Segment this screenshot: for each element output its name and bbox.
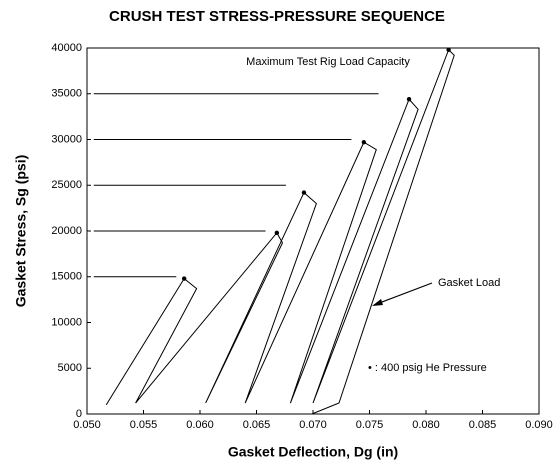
annotation: Gasket Load (438, 277, 500, 289)
y-axis-label: Gasket Stress, Sg (psi) (13, 155, 29, 308)
annotation-arrowhead (372, 299, 383, 306)
annotation: • : 400 psig He Pressure (368, 362, 487, 374)
y-tick-label: 30000 (51, 133, 82, 145)
y-tick-label: 15000 (51, 271, 82, 283)
x-tick-label: 0.085 (469, 419, 497, 431)
x-tick-label: 0.065 (243, 419, 271, 431)
x-axis-label: Gasket Deflection, Dg (in) (228, 444, 398, 460)
x-tick-label: 0.055 (130, 419, 158, 431)
x-tick-label: 0.070 (299, 419, 327, 431)
pressure-point (361, 140, 367, 145)
chart-title: CRUSH TEST STRESS-PRESSURE SEQUENCE (109, 8, 445, 25)
pressure-point (446, 47, 451, 53)
x-tick-label: 0.050 (73, 419, 101, 431)
pressure-point (181, 276, 187, 281)
x-tick-label: 0.080 (412, 419, 440, 431)
y-tick-label: 20000 (51, 225, 82, 237)
y-tick-label: 25000 (51, 179, 82, 191)
annotation-arrow (373, 282, 433, 306)
y-tick-label: 40000 (51, 42, 82, 54)
pressure-point (274, 230, 280, 236)
x-tick-label: 0.090 (525, 419, 553, 431)
data-line (105, 48, 455, 415)
y-tick-label: 10000 (51, 316, 82, 328)
y-tick-label: 0 (76, 408, 82, 420)
annotation: Maximum Test Rig Load Capacity (246, 56, 410, 68)
y-tick-label: 35000 (51, 88, 82, 100)
pressure-point (406, 97, 412, 102)
y-tick-label: 5000 (58, 362, 82, 374)
x-tick-label: 0.075 (356, 419, 384, 431)
x-tick-label: 0.060 (186, 419, 214, 431)
pressure-point (301, 190, 307, 195)
